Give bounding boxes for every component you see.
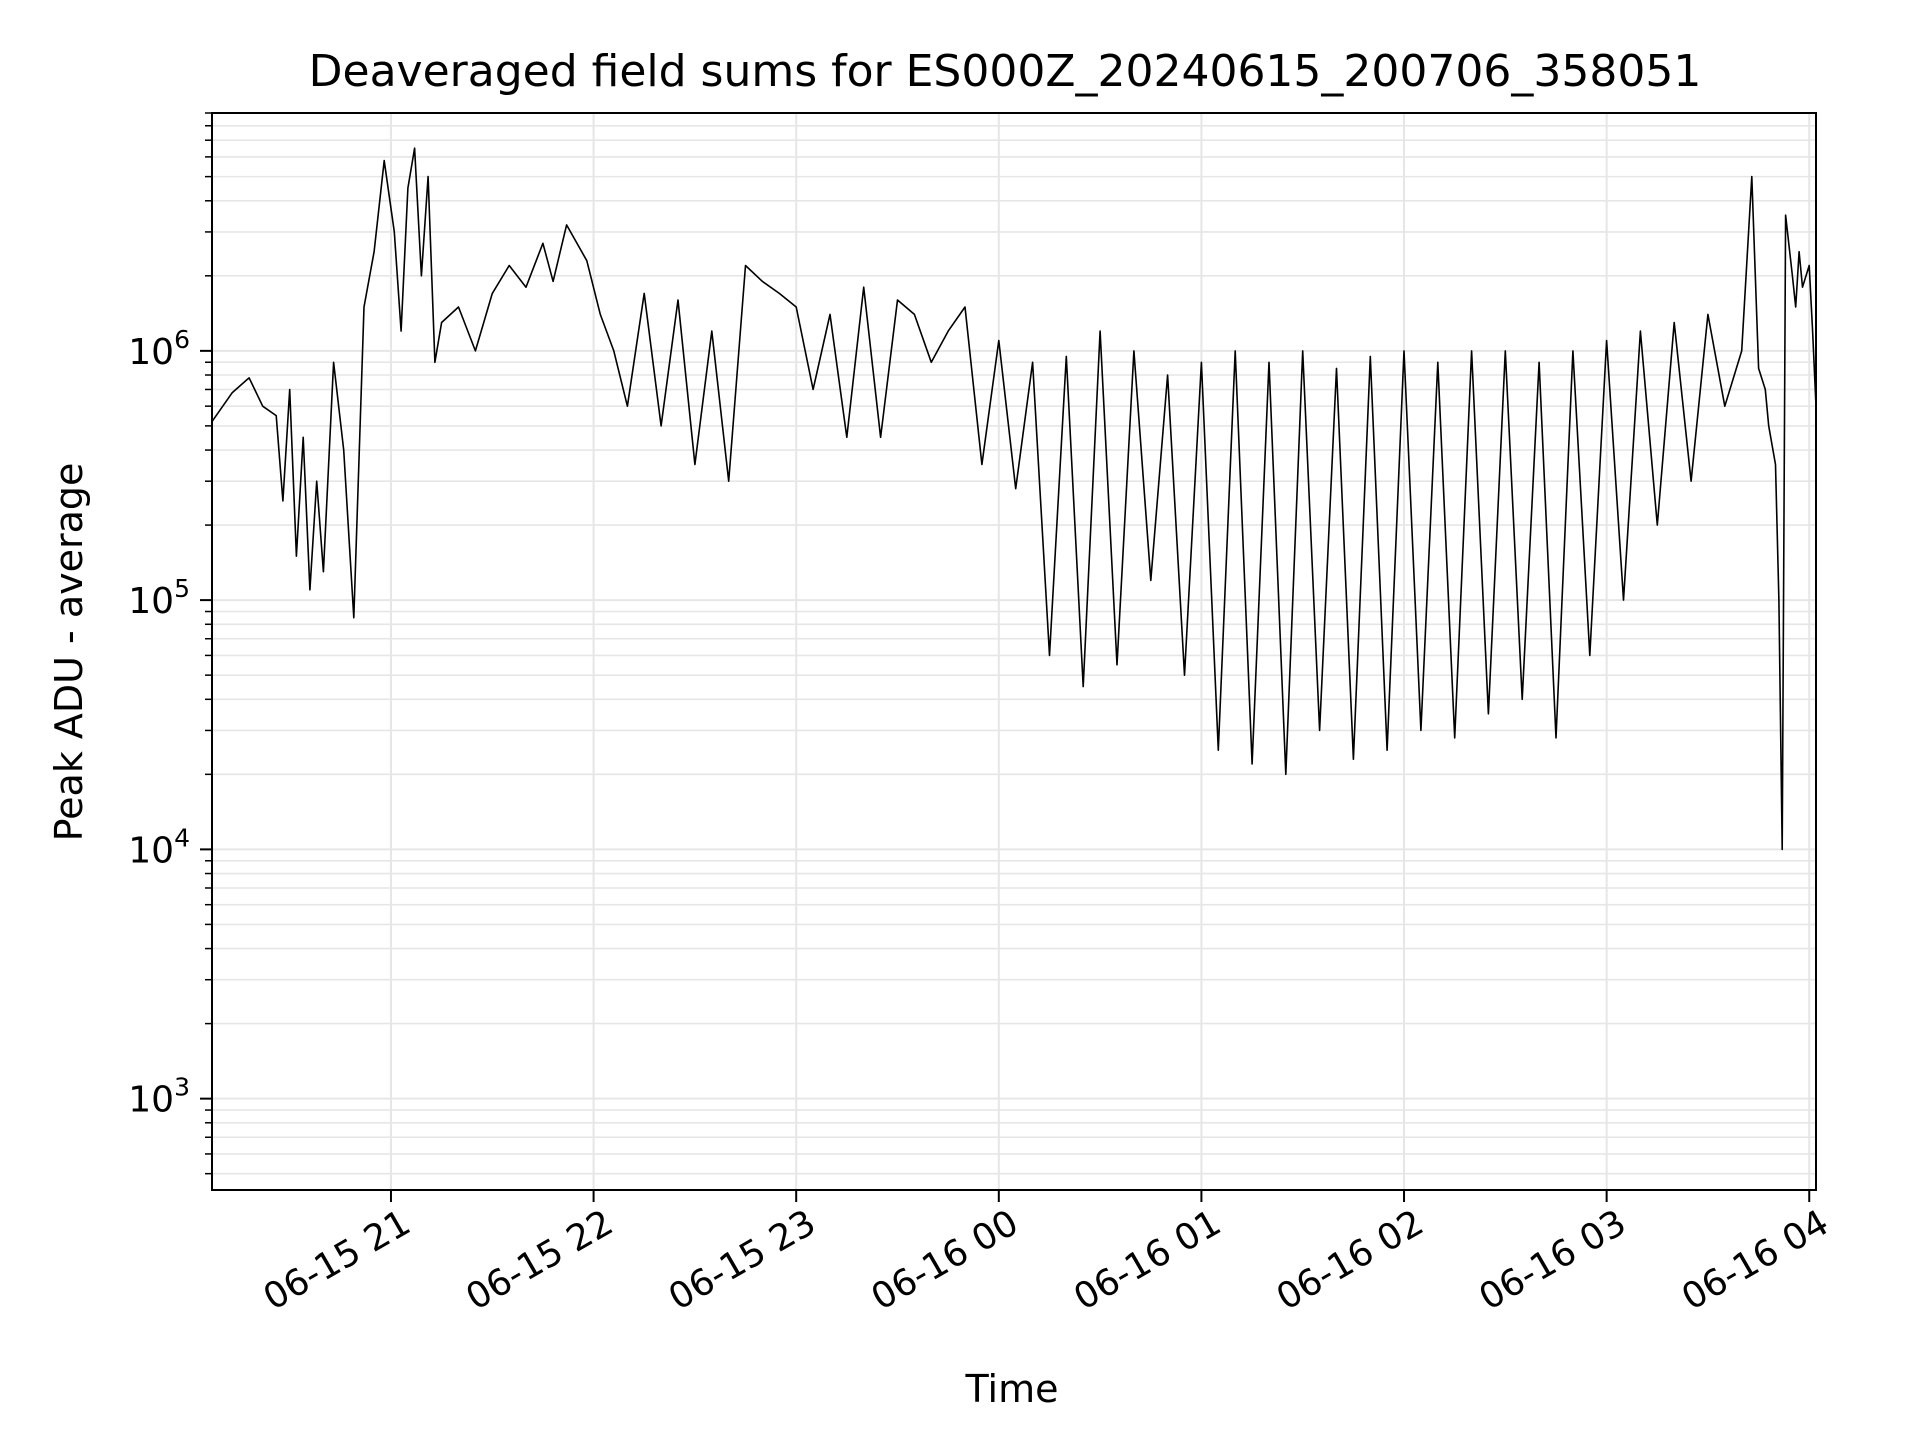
line-series <box>211 147 1817 851</box>
y-tick-label: 105 <box>128 574 190 622</box>
y-tick-label: 104 <box>128 823 190 871</box>
y-axis-label: Peak ADU - average <box>47 463 91 842</box>
y-tick-label: 103 <box>128 1073 190 1121</box>
series-line <box>211 147 1817 851</box>
chart-title: Deaveraged field sums for ES000Z_2024061… <box>309 46 1702 97</box>
y-axis: 103 104 105 106 <box>128 112 212 1175</box>
x-axis-label: Time <box>965 1367 1059 1411</box>
grid <box>212 112 1816 1190</box>
y-tick-label: 106 <box>128 325 190 373</box>
plot-frame <box>211 112 1817 1191</box>
